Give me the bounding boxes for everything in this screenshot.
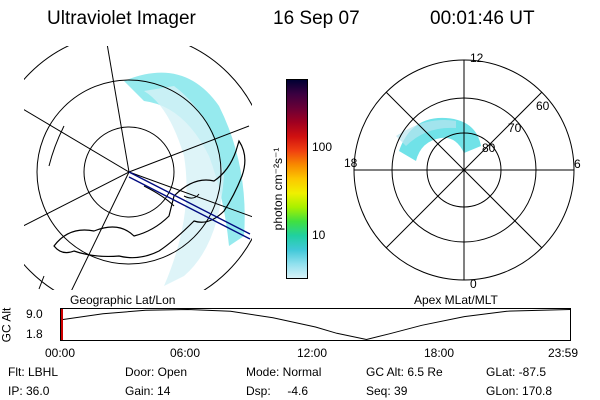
colorbar-unit-label: photon cm⁻²s⁻¹ xyxy=(271,147,285,231)
magnetic-polar-plot: 12 6 0 18 60 70 80 xyxy=(344,51,581,290)
altitude-plot xyxy=(60,308,571,341)
mode-info: Mode: Normal xyxy=(246,365,322,379)
colorbar-tick-100: 100 xyxy=(312,140,333,154)
geographic-map xyxy=(24,46,252,290)
altitude-tick-max: 9.0 xyxy=(26,307,43,321)
magnetic-caption: Apex MLat/MLT xyxy=(414,293,498,307)
time-tick-0600: 06:00 xyxy=(170,346,201,360)
latitude-circles xyxy=(24,46,252,290)
time-tick-1800: 18:00 xyxy=(424,346,455,360)
antarctica-outline xyxy=(53,139,246,259)
altitude-plot-frame xyxy=(60,308,571,341)
dsp-info: Dsp: -4.6 xyxy=(246,384,309,398)
date-label: 16 Sep 07 xyxy=(273,8,360,29)
aurora-diffuse xyxy=(144,86,224,286)
aurora-emission xyxy=(124,72,245,247)
mlat-label-60: 60 xyxy=(536,99,550,113)
mlt-label-12: 12 xyxy=(470,51,484,65)
colorbar xyxy=(286,79,308,279)
altitude-curve xyxy=(60,308,571,341)
mlat-label-80: 80 xyxy=(482,141,496,155)
mlt-label-0: 0 xyxy=(470,277,477,290)
colorbar-tick-10: 10 xyxy=(312,228,326,242)
aurora-oval-mag xyxy=(396,117,481,161)
ground-track xyxy=(128,171,251,240)
instrument-title: Ultraviolet Imager xyxy=(47,8,196,29)
door-info: Door: Open xyxy=(125,365,188,379)
mlt-label-18: 18 xyxy=(344,156,358,170)
mlt-lines xyxy=(354,60,574,280)
ip-info: IP: 36.0 xyxy=(8,384,50,398)
time-tick-1200: 12:00 xyxy=(297,346,328,360)
seq-info: Seq: 39 xyxy=(366,384,408,398)
colorbar-gradient xyxy=(287,80,307,278)
time-label: 00:01:46 UT xyxy=(430,8,535,29)
geographic-caption: Geographic Lat/Lon xyxy=(70,293,176,307)
altitude-tick-min: 1.8 xyxy=(26,327,43,341)
gain-info: Gain: 14 xyxy=(125,384,171,398)
time-tick-0000: 00:00 xyxy=(45,346,76,360)
altitude-axis-title: GC Alt xyxy=(0,307,14,343)
gc-alt-info: GC Alt: 6.5 Re xyxy=(366,365,443,379)
coast-fragments xyxy=(38,125,200,290)
glat-info: GLat: -87.5 xyxy=(486,365,547,379)
mlat-label-70: 70 xyxy=(508,121,522,135)
mlt-label-6: 6 xyxy=(574,157,581,171)
time-tick-2359: 23:59 xyxy=(548,346,579,360)
filter-info: Flt: LBHL xyxy=(8,365,59,379)
glon-info: GLon: 170.8 xyxy=(486,384,553,398)
